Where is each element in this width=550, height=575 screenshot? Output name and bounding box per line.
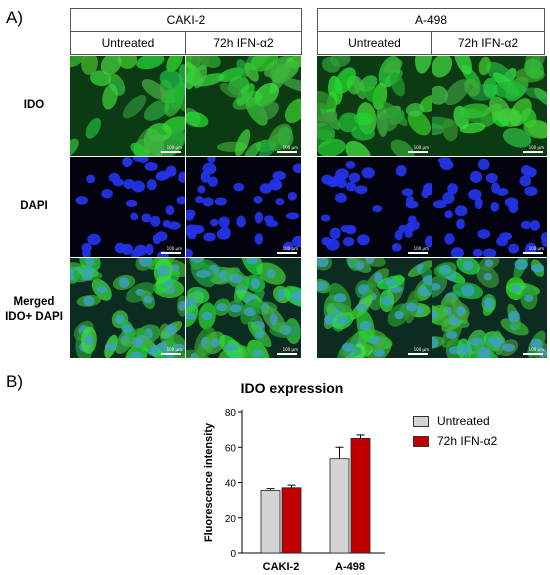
scale-bar-label: 100 µm — [166, 347, 182, 352]
micrograph-merged-caki2-ifn: 100 µm — [186, 258, 301, 358]
condition-header-caki2-ifn: 72h IFN-α2 — [185, 31, 302, 55]
micrograph-ido-caki2-ifn: 100 µm — [186, 56, 301, 156]
scale-bar-label: 100 µm — [528, 246, 544, 251]
scale-bar-label: 100 µm — [413, 145, 429, 150]
cell-line-header-caki2: CAKI-2 — [70, 8, 302, 32]
scale-bar-label: 100 µm — [528, 347, 544, 352]
micrograph-ido-a498-ifn: 100 µm — [432, 56, 547, 156]
scale-bar — [277, 353, 297, 355]
x-tick-label: A-498 — [335, 561, 365, 573]
micrograph-merged-a498-untreated: 100 µm — [317, 258, 432, 358]
y-tick-label: 0 — [230, 549, 236, 560]
bar-a498-ifn — [350, 438, 371, 554]
y-tick-label: 80 — [225, 408, 237, 419]
y-tick-label: 40 — [225, 479, 237, 490]
panel-b-label: B) — [6, 372, 23, 391]
bar-a498-untreated — [329, 458, 350, 554]
scale-bar — [523, 151, 543, 153]
scale-bar — [161, 353, 181, 355]
chart-title: IDO expression — [241, 380, 344, 396]
scale-bar — [408, 151, 428, 153]
condition-header-a498-untreated: Untreated — [317, 31, 432, 55]
x-tick-label: CAKI-2 — [263, 561, 300, 573]
ido-expression-bar-chart: IDO expression Fluorescence intensity 0 20 4… — [203, 380, 385, 573]
scale-bar — [523, 353, 543, 355]
micrograph-merged-a498-ifn: 100 µm — [432, 258, 547, 358]
bar-caki2-ifn — [281, 487, 302, 554]
scale-bar — [161, 252, 181, 254]
scale-bar-label: 100 µm — [282, 145, 298, 150]
bar-caki2-untreated — [260, 490, 281, 554]
micrograph-dapi-a498-ifn: 100 µm — [432, 157, 547, 257]
row-label-ido: IDO — [23, 99, 45, 111]
micrograph-merged-caki2-untreated: 100 µm — [70, 258, 185, 358]
micrograph-dapi-caki2-untreated: 100 µm — [70, 157, 185, 257]
scale-bar-label: 100 µm — [282, 347, 298, 352]
y-tick-label: 60 — [225, 443, 237, 454]
legend-label-untreated: Untreated — [437, 414, 490, 428]
scale-bar — [277, 151, 297, 153]
micrograph-ido-a498-untreated: 100 µm — [317, 56, 432, 156]
scale-bar — [161, 151, 181, 153]
scale-bar-label: 100 µm — [528, 145, 544, 150]
scale-bar — [277, 252, 297, 254]
micrograph-ido-caki2-untreated: 100 µm — [70, 56, 185, 156]
legend-item-ifn: 72h IFN-α2 — [413, 434, 497, 448]
legend-label-ifn: 72h IFN-α2 — [437, 434, 498, 448]
scale-bar-label: 100 µm — [166, 246, 182, 251]
micrograph-dapi-caki2-ifn: 100 µm — [186, 157, 301, 257]
y-tick-label: 20 — [225, 514, 237, 525]
row-label-dapi: DAPI — [20, 200, 48, 212]
cell-line-header-a498: A-498 — [317, 8, 545, 32]
panel-a-label: A) — [6, 8, 23, 27]
scale-bar-label: 100 µm — [413, 246, 429, 251]
legend-swatch-untreated — [413, 415, 429, 427]
scale-bar-label: 100 µm — [282, 246, 298, 251]
condition-header-a498-ifn: 72h IFN-α2 — [431, 31, 545, 55]
scale-bar — [408, 353, 428, 355]
legend-swatch-ifn — [413, 435, 429, 447]
legend-item-untreated: Untreated — [413, 414, 490, 428]
micrograph-dapi-a498-untreated: 100 µm — [317, 157, 432, 257]
scale-bar — [523, 252, 543, 254]
row-label-merged: Merged IDO+ DAPI — [5, 296, 63, 323]
condition-header-caki2-untreated: Untreated — [70, 31, 186, 55]
scale-bar — [408, 252, 428, 254]
scale-bar-label: 100 µm — [413, 347, 429, 352]
y-axis-label: Fluorescence intensity — [203, 422, 215, 542]
scale-bar-label: 100 µm — [166, 145, 182, 150]
